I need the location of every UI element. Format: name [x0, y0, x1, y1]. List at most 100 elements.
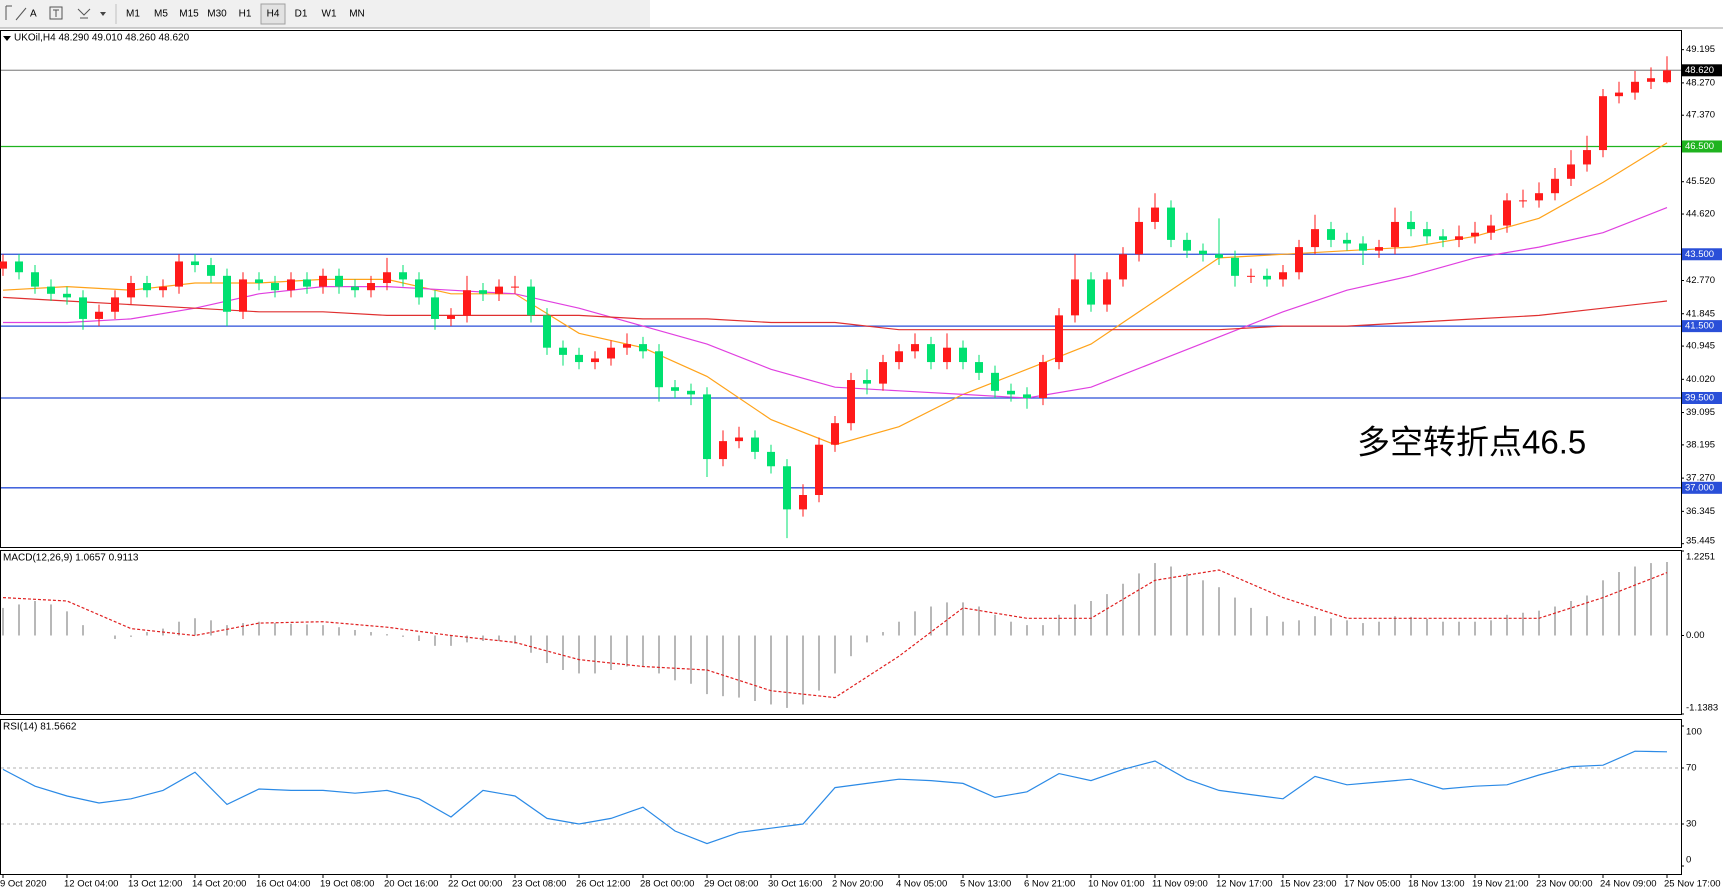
candle-body [415, 279, 423, 298]
candle-body [1071, 279, 1079, 316]
candle-body [911, 344, 919, 352]
candle-body [639, 344, 647, 352]
level-label: 48.620 [1685, 65, 1714, 76]
indicator-line [2, 296, 1668, 331]
pane-frames [0, 30, 1682, 875]
candle-body [15, 261, 23, 273]
candle-body [1327, 229, 1335, 240]
objects-icon[interactable] [77, 8, 91, 19]
x-tick-label: 9 Oct 2020 [0, 879, 46, 890]
x-tick-label: 13 Oct 12:00 [128, 879, 182, 890]
y-tick-label: 70 [1686, 763, 1697, 774]
timeframe-button[interactable]: H1 [239, 9, 252, 20]
timeframe-button[interactable]: M5 [154, 9, 168, 20]
annotation: 多空转折点46.5 [1357, 424, 1586, 461]
candle-body [1311, 229, 1319, 248]
timeframe-button[interactable]: H4 [267, 9, 280, 20]
candle-body [127, 283, 135, 298]
x-tick-label: 26 Oct 12:00 [576, 879, 630, 890]
candle-body [79, 297, 87, 319]
candle-body [1103, 279, 1111, 305]
y-tick-label: 45.520 [1686, 176, 1715, 187]
candle-body [1215, 254, 1223, 258]
candle-body [1231, 257, 1239, 276]
candle-body [1583, 150, 1591, 165]
candle-body [1487, 225, 1495, 233]
text-tool[interactable]: A [30, 9, 37, 20]
timeframe-button[interactable]: M15 [179, 9, 199, 20]
candle-body [1167, 207, 1175, 240]
level-label-box [1682, 391, 1722, 404]
candle-body [303, 279, 311, 287]
candle-body [1023, 394, 1031, 398]
candle-body [175, 261, 183, 287]
timeframe-button[interactable]: D1 [295, 9, 308, 20]
candle-body [191, 261, 199, 266]
y-tick-label: 40.020 [1686, 374, 1715, 385]
candle-body [1407, 221, 1415, 230]
level-label-box [1682, 64, 1722, 77]
candle-body [1359, 243, 1367, 251]
candle-body [799, 495, 807, 510]
y-tick-label: 0 [1686, 855, 1691, 866]
y-tick-label: 100 [1686, 727, 1702, 738]
candle-body [975, 362, 983, 373]
candle-body [1007, 390, 1015, 395]
candle-body [703, 394, 711, 460]
candle-body [735, 437, 743, 442]
candle-body [1183, 239, 1191, 251]
level-label: 46.500 [1685, 141, 1714, 152]
candle-body [1039, 362, 1047, 398]
candle-body [367, 283, 375, 291]
x-tick-label: 23 Nov 00:00 [1536, 879, 1593, 890]
candle-body [511, 286, 519, 288]
main-pane-frame [0, 30, 1682, 548]
level-label-box [1682, 248, 1722, 261]
candle-body [1631, 81, 1639, 93]
dropdown-arrow[interactable] [100, 12, 106, 16]
chart-header: UKOil,H4 48.290 49.010 48.260 48.620 [14, 33, 190, 44]
y-tick-label: 49.195 [1686, 44, 1715, 55]
x-tick-label: 14 Oct 20:00 [192, 879, 246, 890]
candle-body [895, 351, 903, 363]
candle-body [1119, 254, 1127, 280]
macd-title: MACD(12,26,9) 1.0657 0.9113 [3, 553, 139, 564]
candle-body [1343, 239, 1351, 244]
candle-body [1135, 221, 1143, 255]
level-label: 39.500 [1685, 393, 1714, 404]
candle-body [1551, 178, 1559, 194]
x-tick-label: 11 Nov 09:00 [1152, 879, 1208, 890]
candle-body [447, 315, 455, 319]
candle-body [319, 275, 327, 287]
x-tick-label: 24 Nov 09:00 [1600, 879, 1657, 890]
candle-body [1055, 315, 1063, 363]
candle-body [767, 451, 775, 467]
x-tick-label: 12 Oct 04:00 [64, 879, 118, 890]
timeframe-button[interactable]: M1 [126, 9, 140, 20]
x-tick-label: 20 Oct 16:00 [384, 879, 438, 890]
candle-body [1503, 200, 1511, 226]
x-tick-label: 2 Nov 20:00 [832, 879, 883, 890]
rsi-title: RSI(14) 81.5662 [3, 722, 77, 733]
candle-body [143, 283, 151, 291]
label-icon[interactable] [49, 6, 63, 20]
candle-body [479, 290, 487, 294]
timeframe-button[interactable]: W1 [322, 9, 337, 20]
line-icon[interactable] [15, 7, 27, 21]
candle-body [959, 347, 967, 363]
x-tick-label: 25 Nov 17:00 [1664, 879, 1721, 890]
candle-body [815, 444, 823, 496]
y-tick-label: 39.095 [1686, 407, 1715, 418]
candle-body [671, 387, 679, 391]
candle-body [31, 272, 39, 287]
y-tick-label: 40.945 [1686, 341, 1715, 352]
timeframe-button[interactable]: MN [349, 9, 365, 20]
x-tick-label: 12 Nov 17:00 [1216, 879, 1273, 890]
timeframe-button[interactable]: M30 [207, 9, 227, 20]
x-tick-label: 28 Oct 00:00 [640, 879, 694, 890]
cursor-icon[interactable] [5, 5, 12, 20]
y-tick-label: 37.270 [1686, 473, 1715, 484]
indicator-line [2, 569, 1668, 699]
x-tick-label: 15 Nov 23:00 [1280, 879, 1337, 890]
candle-body [943, 347, 951, 363]
